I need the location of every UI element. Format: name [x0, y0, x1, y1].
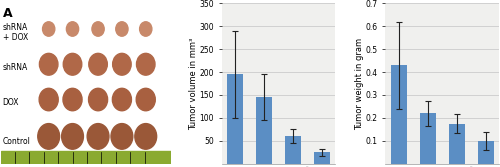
Bar — [314, 152, 330, 164]
Text: shRNA
+ DOX: shRNA + DOX — [2, 23, 28, 42]
Ellipse shape — [40, 53, 58, 75]
Ellipse shape — [112, 53, 131, 75]
Text: B: B — [212, 0, 222, 3]
Ellipse shape — [87, 124, 109, 149]
Ellipse shape — [66, 22, 78, 36]
Bar — [449, 124, 465, 164]
Bar — [390, 65, 406, 164]
Ellipse shape — [112, 88, 132, 111]
Ellipse shape — [64, 53, 82, 75]
Ellipse shape — [89, 53, 108, 75]
Bar — [285, 136, 301, 164]
Y-axis label: Tumor weight in gram: Tumor weight in gram — [356, 37, 364, 130]
Ellipse shape — [92, 22, 104, 36]
Ellipse shape — [135, 124, 156, 149]
Bar — [256, 97, 272, 164]
Ellipse shape — [111, 124, 133, 149]
FancyBboxPatch shape — [1, 151, 172, 164]
Ellipse shape — [38, 124, 60, 149]
Bar — [227, 74, 243, 164]
Bar — [420, 113, 436, 164]
Text: DOX: DOX — [2, 98, 19, 107]
Ellipse shape — [88, 88, 108, 111]
Ellipse shape — [136, 53, 155, 75]
Text: shRNA: shRNA — [2, 63, 28, 72]
Y-axis label: Tumor volume in mm³: Tumor volume in mm³ — [189, 37, 198, 130]
Text: Control: Control — [2, 137, 30, 146]
Ellipse shape — [62, 124, 84, 149]
Ellipse shape — [136, 88, 156, 111]
Ellipse shape — [63, 88, 82, 111]
Ellipse shape — [42, 22, 55, 36]
Ellipse shape — [140, 22, 152, 36]
Ellipse shape — [39, 88, 58, 111]
Text: A: A — [2, 7, 12, 20]
Bar — [478, 141, 494, 164]
Ellipse shape — [116, 22, 128, 36]
Text: C: C — [376, 0, 386, 3]
